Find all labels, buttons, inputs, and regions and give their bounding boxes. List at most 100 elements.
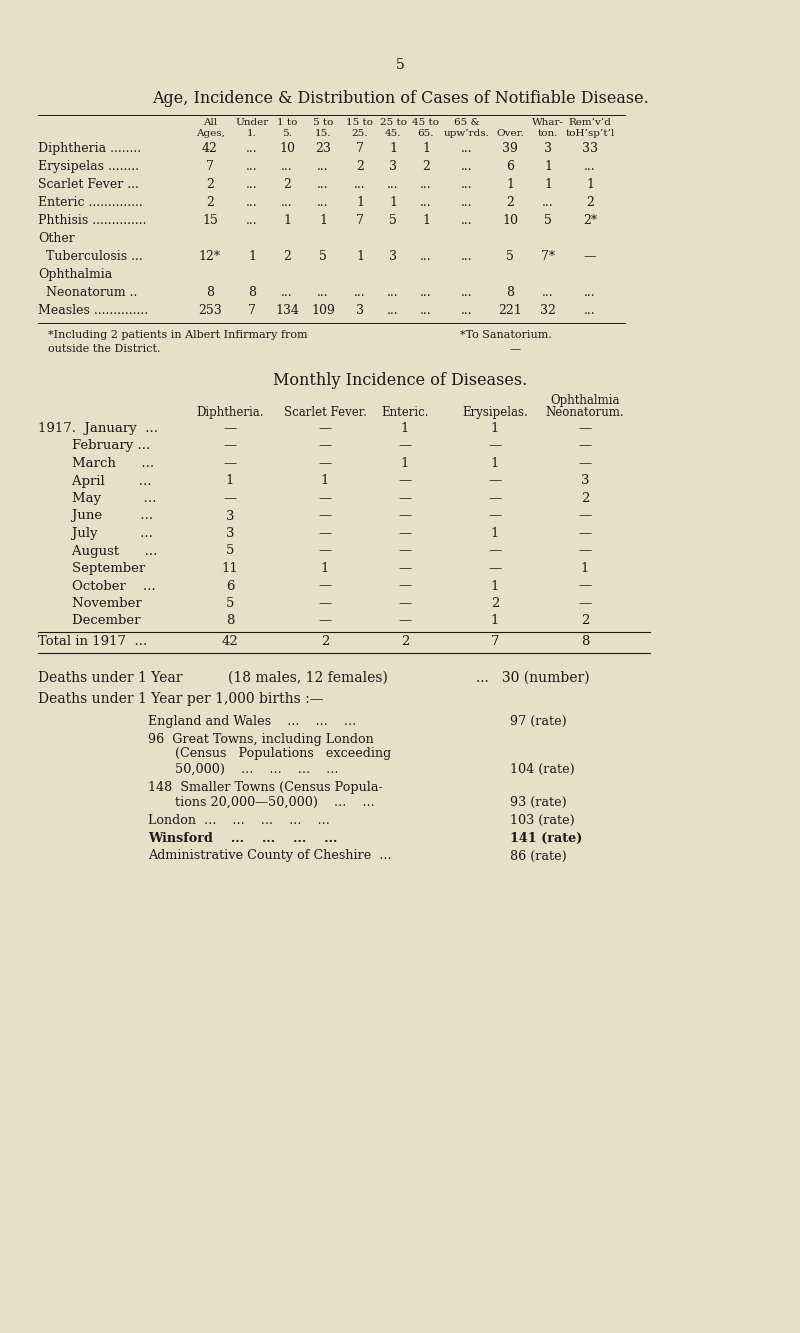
Text: Other: Other: [38, 232, 74, 245]
Text: Winsford    ...    ...    ...    ...: Winsford ... ... ... ...: [148, 832, 338, 845]
Text: ...: ...: [461, 160, 473, 173]
Text: —: —: [398, 527, 412, 540]
Text: 2: 2: [283, 251, 291, 263]
Text: —: —: [398, 615, 412, 628]
Text: *To Sanatorium.: *To Sanatorium.: [460, 331, 552, 340]
Text: 5: 5: [319, 251, 327, 263]
Text: 7: 7: [206, 160, 214, 173]
Text: Rem’v’d: Rem’v’d: [569, 119, 611, 127]
Text: 141 (rate): 141 (rate): [510, 832, 582, 845]
Text: —: —: [318, 440, 332, 452]
Text: —: —: [398, 492, 412, 505]
Text: April        ...: April ...: [38, 475, 151, 488]
Text: ...: ...: [584, 160, 596, 173]
Text: September: September: [38, 563, 146, 575]
Text: October    ...: October ...: [38, 580, 156, 592]
Text: ...: ...: [420, 179, 432, 191]
Text: 2: 2: [581, 492, 589, 505]
Text: —: —: [578, 509, 592, 523]
Text: 1: 1: [226, 475, 234, 488]
Text: 15 to: 15 to: [346, 119, 374, 127]
Text: 32: 32: [540, 304, 556, 317]
Text: 1: 1: [491, 615, 499, 628]
Text: England and Wales    ...    ...    ...: England and Wales ... ... ...: [148, 714, 356, 728]
Text: 2: 2: [422, 160, 430, 173]
Text: —: —: [488, 440, 502, 452]
Text: Erysipelas.: Erysipelas.: [462, 407, 528, 419]
Text: 8: 8: [206, 287, 214, 299]
Text: ...: ...: [281, 160, 293, 173]
Text: 1: 1: [506, 179, 514, 191]
Text: 1: 1: [248, 251, 256, 263]
Text: 6: 6: [506, 160, 514, 173]
Text: upw’rds.: upw’rds.: [444, 129, 490, 139]
Text: 1: 1: [319, 215, 327, 227]
Text: 1: 1: [422, 143, 430, 155]
Text: 6: 6: [226, 580, 234, 592]
Text: ...: ...: [246, 215, 258, 227]
Text: 15: 15: [202, 215, 218, 227]
Text: —: —: [398, 544, 412, 557]
Text: Monthly Incidence of Diseases.: Monthly Incidence of Diseases.: [273, 372, 527, 389]
Text: —: —: [488, 563, 502, 575]
Text: —: —: [578, 580, 592, 592]
Text: March      ...: March ...: [38, 457, 154, 471]
Text: 3: 3: [581, 475, 590, 488]
Text: ...: ...: [420, 196, 432, 209]
Text: —: —: [510, 344, 521, 355]
Text: 5: 5: [226, 597, 234, 611]
Text: —: —: [578, 440, 592, 452]
Text: 8: 8: [581, 635, 589, 648]
Text: ...: ...: [317, 196, 329, 209]
Text: ...: ...: [317, 179, 329, 191]
Text: ...: ...: [317, 287, 329, 299]
Text: Phthisis ..............: Phthisis ..............: [38, 215, 146, 227]
Text: 104 (rate): 104 (rate): [510, 762, 574, 776]
Text: ...: ...: [461, 287, 473, 299]
Text: 1 to: 1 to: [277, 119, 297, 127]
Text: 10: 10: [279, 143, 295, 155]
Text: 2: 2: [581, 615, 589, 628]
Text: 1: 1: [491, 423, 499, 435]
Text: —: —: [318, 597, 332, 611]
Text: 134: 134: [275, 304, 299, 317]
Text: —: —: [223, 423, 237, 435]
Text: 45.: 45.: [385, 129, 402, 139]
Text: 3: 3: [389, 160, 397, 173]
Text: London  ...    ...    ...    ...    ...: London ... ... ... ... ...: [148, 813, 330, 826]
Text: 1: 1: [544, 179, 552, 191]
Text: ...: ...: [461, 196, 473, 209]
Text: ...: ...: [317, 160, 329, 173]
Text: —: —: [488, 544, 502, 557]
Text: ...: ...: [387, 287, 399, 299]
Text: ...: ...: [246, 160, 258, 173]
Text: ...: ...: [420, 287, 432, 299]
Text: —: —: [398, 563, 412, 575]
Text: Ages,: Ages,: [195, 129, 225, 139]
Text: Deaths under 1 Year per 1,000 births :—: Deaths under 1 Year per 1,000 births :—: [38, 693, 324, 706]
Text: toH’sp’t’l: toH’sp’t’l: [566, 129, 614, 139]
Text: All: All: [203, 119, 217, 127]
Text: 3: 3: [544, 143, 552, 155]
Text: 5.: 5.: [282, 129, 292, 139]
Text: 2: 2: [506, 196, 514, 209]
Text: 2: 2: [491, 597, 499, 611]
Text: —: —: [398, 440, 412, 452]
Text: 5 to: 5 to: [313, 119, 333, 127]
Text: (18 males, 12 females): (18 males, 12 females): [228, 670, 388, 685]
Text: 253: 253: [198, 304, 222, 317]
Text: 3: 3: [226, 527, 234, 540]
Text: Enteric.: Enteric.: [382, 407, 429, 419]
Text: Diphtheria ........: Diphtheria ........: [38, 143, 141, 155]
Text: 65 &: 65 &: [454, 119, 480, 127]
Text: 39: 39: [502, 143, 518, 155]
Text: 1: 1: [321, 563, 329, 575]
Text: Scarlet Fever ...: Scarlet Fever ...: [38, 179, 139, 191]
Text: outside the District.: outside the District.: [48, 344, 161, 355]
Text: ...: ...: [246, 143, 258, 155]
Text: 2: 2: [356, 160, 364, 173]
Text: 1: 1: [422, 215, 430, 227]
Text: 45 to: 45 to: [413, 119, 439, 127]
Text: —: —: [318, 509, 332, 523]
Text: ...: ...: [461, 304, 473, 317]
